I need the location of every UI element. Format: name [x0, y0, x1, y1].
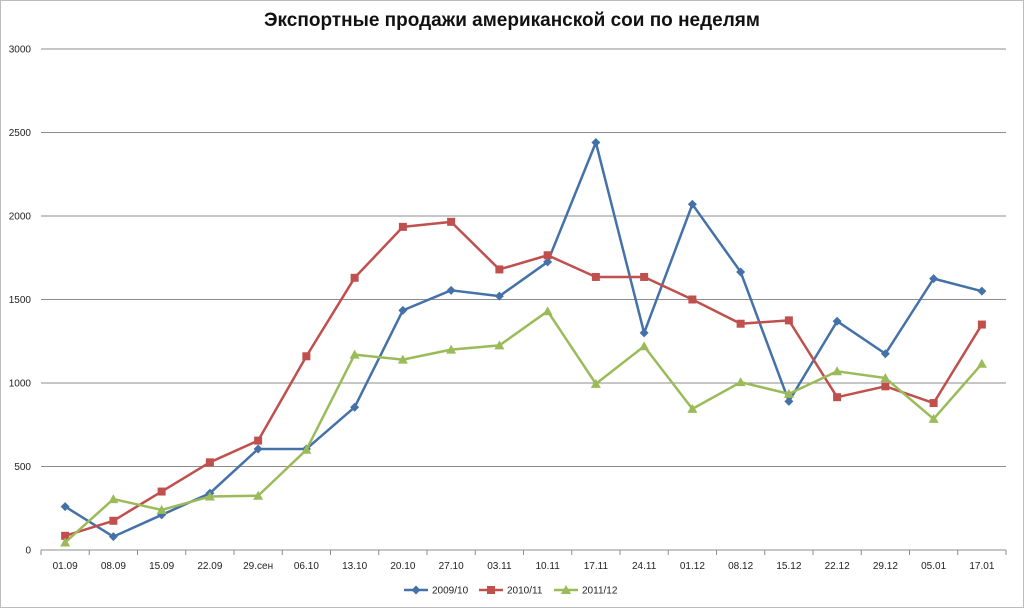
y-tick-label: 3000 [9, 45, 32, 56]
data-point-1 [495, 265, 504, 274]
data-point-1 [688, 295, 697, 304]
data-point-2 [832, 366, 843, 376]
legend-marker-1 [487, 586, 495, 594]
data-point-1 [977, 320, 986, 329]
y-tick-label: 0 [25, 546, 31, 557]
data-point-2 [349, 349, 360, 359]
data-point-2 [880, 372, 891, 382]
data-point-1 [109, 516, 118, 525]
data-point-0 [253, 444, 263, 454]
x-tick-label: 03.11 [487, 561, 512, 572]
x-tick-label: 29.сен [243, 561, 273, 572]
data-point-0 [736, 267, 746, 277]
legend-label-2: 2011/12 [582, 586, 618, 597]
x-tick-label: 15.12 [776, 561, 801, 572]
x-tick-label: 01.09 [53, 561, 78, 572]
x-tick-label: 17.11 [584, 561, 609, 572]
x-tick-label: 22.09 [197, 561, 222, 572]
data-point-2 [687, 403, 698, 413]
chart-title: Экспортные продажи американской сои по н… [264, 10, 760, 31]
data-point-1 [398, 222, 407, 231]
data-point-0 [398, 305, 408, 315]
x-tick-label: 22.12 [825, 561, 850, 572]
y-tick-label: 500 [14, 462, 31, 473]
x-tick-label: 15.09 [149, 561, 174, 572]
data-point-2 [446, 344, 457, 354]
x-tick-label: 05.01 [921, 561, 946, 572]
data-point-2 [204, 491, 215, 501]
series-line-2 [64, 309, 983, 544]
y-tick-label: 1000 [9, 379, 32, 390]
y-tick-label: 1500 [9, 295, 32, 306]
data-point-0 [880, 349, 890, 359]
data-point-2 [397, 354, 408, 364]
data-point-1 [736, 319, 745, 328]
x-tick-label: 08.12 [728, 561, 753, 572]
data-point-0 [977, 286, 987, 296]
data-point-2 [253, 490, 264, 500]
data-point-0 [60, 502, 70, 512]
series-line-1 [64, 220, 983, 537]
y-tick-label: 2000 [9, 212, 32, 223]
x-tick-label: 29.12 [873, 561, 898, 572]
series-line-0 [64, 141, 983, 538]
data-point-1 [543, 251, 552, 260]
data-point-1 [447, 217, 456, 226]
data-point-1 [205, 458, 214, 467]
data-point-0 [784, 396, 794, 406]
data-point-1 [833, 393, 842, 402]
data-point-0 [446, 285, 456, 295]
data-point-1 [350, 273, 359, 282]
data-point-0 [350, 402, 360, 412]
x-tick-label: 01.12 [680, 561, 705, 572]
data-point-1 [157, 487, 166, 496]
x-tick-label: 10.11 [535, 561, 560, 572]
data-point-2 [735, 377, 746, 387]
data-point-2 [783, 388, 794, 398]
data-point-0 [543, 257, 553, 267]
data-point-2 [590, 378, 601, 388]
data-point-1 [929, 399, 938, 408]
data-point-0 [929, 274, 939, 284]
legend-marker-2 [561, 585, 571, 594]
x-tick-label: 08.09 [101, 561, 126, 572]
data-point-2 [156, 504, 167, 514]
data-point-1 [254, 436, 263, 445]
x-tick-label: 24.11 [632, 561, 657, 572]
data-point-2 [60, 537, 71, 547]
x-tick-label: 17.01 [969, 561, 994, 572]
data-point-1 [591, 272, 600, 281]
data-point-2 [108, 494, 119, 504]
data-point-1 [881, 382, 890, 391]
legend-label-0: 2009/10 [432, 586, 469, 597]
data-point-1 [784, 316, 793, 325]
data-point-2 [976, 358, 987, 368]
data-point-2 [639, 341, 650, 351]
data-point-0 [108, 532, 118, 542]
x-tick-label: 06.10 [294, 561, 319, 572]
x-tick-label: 13.10 [342, 561, 367, 572]
y-tick-label: 2500 [9, 128, 32, 139]
data-point-2 [494, 340, 505, 350]
data-point-0 [832, 316, 842, 326]
data-point-0 [639, 328, 649, 338]
data-point-2 [542, 306, 553, 316]
legend-label-1: 2010/11 [507, 586, 543, 597]
data-point-0 [591, 138, 601, 148]
legend-marker-0 [411, 585, 421, 595]
data-point-1 [640, 272, 649, 281]
x-tick-label: 20.10 [390, 561, 415, 572]
x-tick-label: 27.10 [439, 561, 464, 572]
data-point-1 [302, 352, 311, 361]
data-point-1 [61, 531, 70, 540]
data-point-2 [928, 413, 939, 423]
data-point-0 [687, 199, 697, 209]
data-point-2 [301, 444, 312, 454]
data-point-0 [494, 291, 504, 301]
